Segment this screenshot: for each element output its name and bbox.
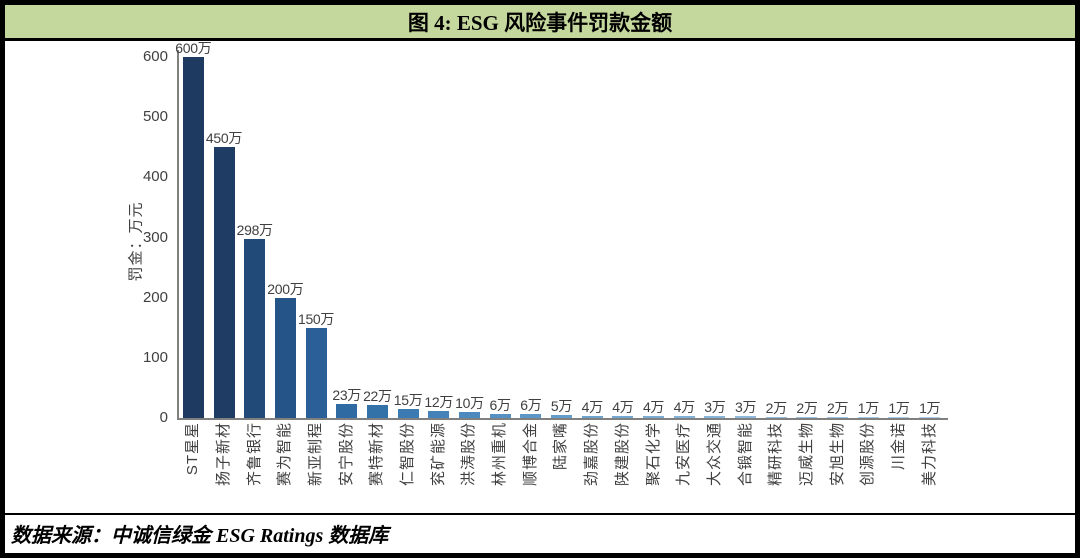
y-tick-label: 600 (142, 48, 168, 65)
category-label: 仁智股份 (399, 422, 417, 487)
category-label: 赛为智能 (276, 422, 294, 487)
bar-value-label: 4万 (642, 399, 665, 415)
bar (888, 417, 910, 418)
bar (244, 239, 266, 418)
y-tick-label: 500 (142, 108, 168, 126)
bar (520, 414, 542, 418)
bar (428, 411, 450, 418)
bar-value-label: 2万 (827, 400, 849, 416)
bar-value-label: 200万 (267, 281, 304, 297)
y-tick-label: 400 (142, 168, 168, 186)
category-label: 新亚制程 (307, 422, 325, 487)
bar (919, 417, 941, 418)
category-label: 赛特新材 (368, 422, 386, 487)
bar (612, 416, 634, 418)
category-label: ST星星 (184, 422, 202, 476)
bar-value-label: 298万 (236, 222, 273, 238)
category-label: 洪涛股份 (460, 422, 478, 487)
bar (704, 416, 726, 418)
source-text: 数据来源：中诚信绿金 ESG Ratings 数据库 (11, 524, 389, 547)
bar (213, 147, 235, 418)
bar-value-label: 10万 (455, 395, 484, 411)
bar-value-label: 2万 (796, 400, 818, 416)
bar (551, 415, 572, 418)
category-label: 安宁股份 (337, 422, 355, 487)
bar-value-label: 12万 (424, 394, 454, 410)
category-label: 林州重机 (491, 422, 509, 487)
bar (581, 416, 603, 418)
category-label: 兖矿能源 (429, 422, 447, 487)
category-label: 合锻智能 (736, 422, 754, 487)
category-label: 创源股份 (859, 422, 877, 487)
bar-value-label: 450万 (205, 130, 243, 146)
bar (305, 328, 327, 418)
category-label: 安旭生物 (828, 422, 846, 487)
bar-value-label: 4万 (612, 399, 634, 415)
category-label: 九安医疗 (675, 422, 693, 487)
bar-value-label: 5万 (550, 398, 573, 414)
bar-value-label: 15万 (393, 392, 423, 408)
bar (182, 57, 204, 418)
bar-value-label: 6万 (520, 397, 542, 413)
category-label: 陆家嘴 (552, 422, 570, 471)
bar-value-label: 4万 (673, 399, 695, 415)
category-label: 精研科技 (767, 422, 785, 487)
figure-title: 图 4: ESG 风险事件罚款金额 (407, 10, 673, 35)
bar (735, 416, 757, 418)
category-label: 迈威生物 (797, 422, 815, 487)
y-tick-label: 300 (142, 228, 168, 246)
y-axis-line (177, 50, 179, 420)
category-label: 川金诺 (889, 422, 907, 471)
bar (366, 405, 388, 418)
category-label: 大众交通 (705, 422, 723, 487)
source-bar: 数据来源：中诚信绿金 ESG Ratings 数据库 (5, 513, 1075, 551)
bar (397, 409, 419, 418)
bar-value-label: 22万 (363, 388, 392, 404)
bar (458, 412, 480, 418)
y-tick-label: 0 (159, 409, 168, 426)
bar (765, 417, 787, 418)
y-tick-label: 100 (142, 348, 168, 366)
bar (857, 417, 879, 418)
bar-value-label: 600万 (175, 40, 212, 56)
category-label: 陕建股份 (613, 422, 631, 487)
bar-value-label: 23万 (332, 387, 362, 403)
category-label: 聚石化学 (644, 422, 662, 487)
bar (489, 414, 511, 418)
bar-value-label: 150万 (297, 311, 335, 327)
figure-title-bar: 图 4: ESG 风险事件罚款金额 (5, 5, 1075, 41)
bar (336, 404, 358, 418)
bar (673, 416, 695, 418)
bar-value-label: 3万 (704, 399, 726, 415)
bar-value-label: 4万 (581, 399, 603, 415)
y-tick-label: 200 (142, 288, 168, 306)
category-label: 美力科技 (920, 422, 938, 487)
chart-area: 罚金：万元 0 100 200 300 400 500 600 600万 ST星星 450万 扬子新… (5, 40, 1075, 513)
bar (796, 417, 818, 418)
x-axis-line (177, 418, 948, 420)
bar (827, 417, 849, 418)
bar-value-label: 1万 (919, 400, 941, 416)
bar-value-label: 3万 (734, 399, 757, 415)
category-label: 齐鲁银行 (245, 422, 263, 487)
bar (643, 416, 665, 418)
category-label: 顺博合金 (521, 422, 539, 487)
bar-value-label: 6万 (489, 397, 511, 413)
bar (274, 298, 296, 418)
category-label: 扬子新材 (215, 422, 232, 487)
bar-value-label: 1万 (888, 400, 910, 416)
bar-value-label: 1万 (857, 400, 879, 416)
category-label: 劲嘉股份 (583, 422, 601, 487)
bar-value-label: 2万 (765, 400, 787, 416)
